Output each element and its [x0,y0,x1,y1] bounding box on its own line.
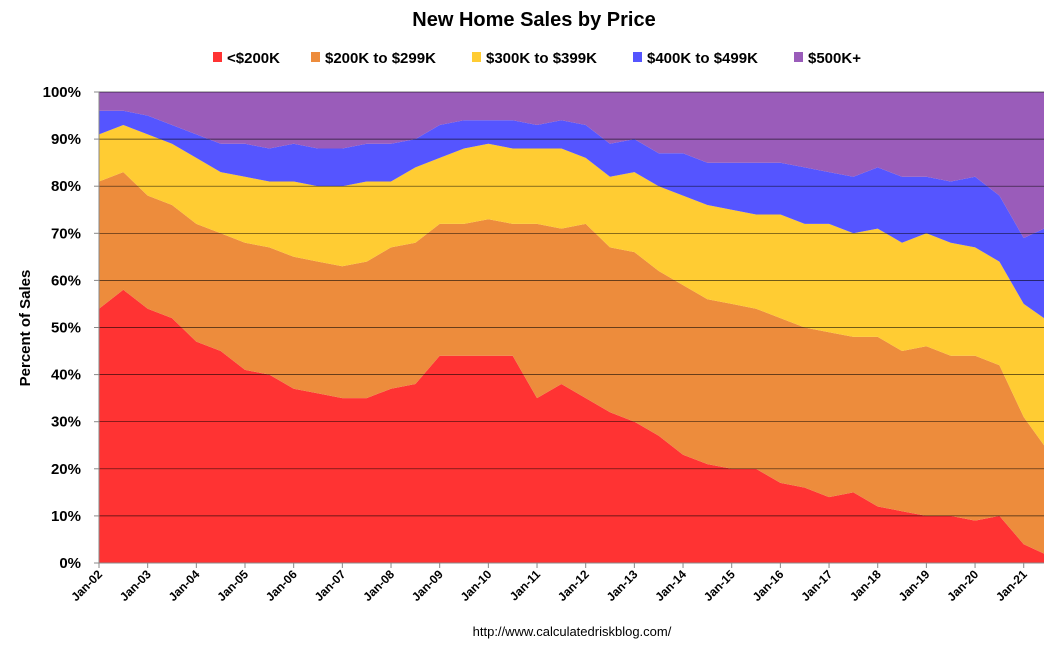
x-tick-label: Jan-13 [604,567,641,604]
legend-swatch [794,52,803,62]
y-tick-label: 70% [51,225,81,242]
x-tick-label: Jan-19 [896,567,933,604]
x-tick-label: Jan-16 [750,567,787,604]
x-tick-label: Jan-09 [409,567,446,604]
legend-swatch [633,52,642,62]
x-tick-label: Jan-18 [847,567,884,604]
legend-item: $300K to $399K [472,50,597,67]
x-tick-label: Jan-21 [993,567,1030,604]
x-tick-label: Jan-02 [68,567,105,604]
legend-item: <$200K [213,50,280,67]
y-tick-label: 80% [51,178,81,195]
y-tick-label: 100% [43,84,81,101]
area-series-3 [99,110,1044,319]
x-tick-label: Jan-20 [944,567,981,604]
y-tick-label: 30% [51,414,81,431]
legend-swatch [472,52,481,62]
y-tick-label: 20% [51,461,81,478]
x-tick-label: Jan-17 [798,567,835,604]
y-tick-label: 40% [51,367,81,384]
legend-item: $200K to $299K [311,50,436,67]
chart-title: New Home Sales by Price [412,9,655,31]
area-series-2 [99,125,1044,446]
legend-item: $400K to $499K [633,50,758,67]
x-tick-label: Jan-04 [166,567,203,604]
x-tick-label: Jan-06 [263,567,300,604]
x-tick-label: Jan-03 [117,567,154,604]
legend: <$200K $200K to $299K $300K to $399K $400K … [213,50,861,67]
legend-item: $500K+ [794,50,861,67]
x-tick-label: Jan-07 [312,567,349,604]
legend-label: <$200K [227,50,280,67]
area-series-1 [99,172,1044,554]
legend-swatch [213,52,222,62]
x-tick-label: Jan-05 [214,567,251,604]
legend-label: $300K to $399K [486,50,597,67]
y-axis-label: Percent of Sales [17,270,34,387]
y-tick-label: 60% [51,272,81,289]
y-tick-label: 50% [51,320,81,337]
legend-label: $400K to $499K [647,50,758,67]
area-series-0 [99,289,1044,563]
y-tick-label: 90% [51,131,81,148]
x-tick-label: Jan-10 [458,567,495,604]
grid-lines [99,91,1044,564]
x-tick-label: Jan-11 [507,567,544,604]
x-tick-label: Jan-15 [701,567,738,604]
legend-label: $200K to $299K [325,50,436,67]
source-url: http://www.calculatedriskblog.com/ [473,624,672,639]
x-tick-label: Jan-14 [652,567,689,604]
area-series-4 [99,92,1044,238]
plot-areas [99,92,1044,563]
legend-label: $500K+ [808,50,861,67]
y-tick-label: 10% [51,508,81,525]
x-tick-label: Jan-12 [555,567,592,604]
legend-swatch [311,52,320,62]
y-tick-label: 0% [59,555,81,572]
x-tick-label: Jan-08 [360,567,397,604]
